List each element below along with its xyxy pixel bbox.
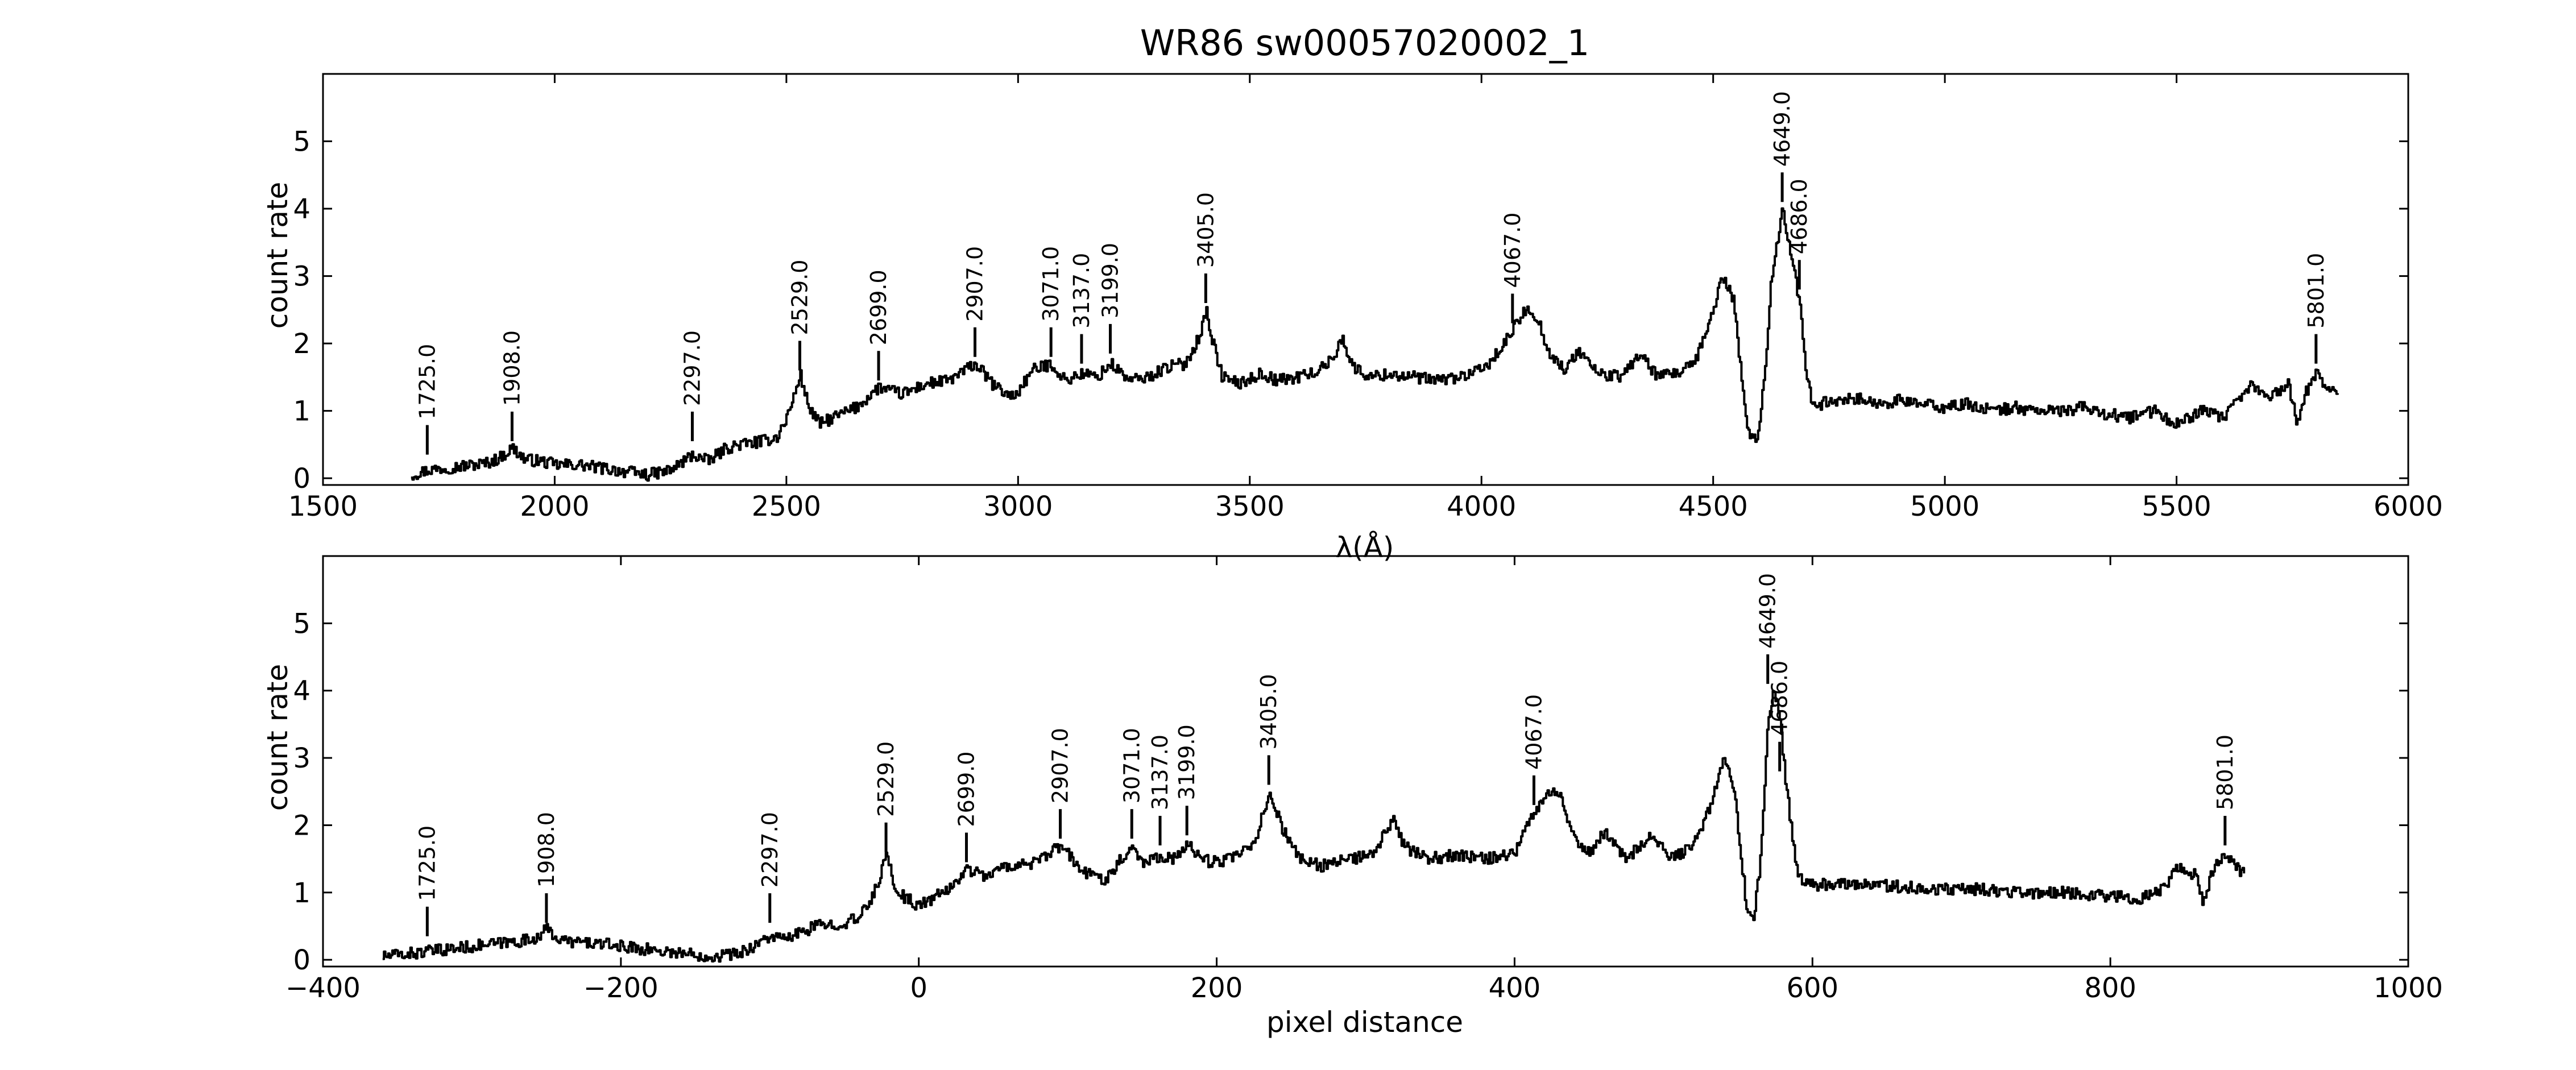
top-xtick-label: 5500 [2142, 491, 2211, 522]
bottom-xtick-label: 600 [1786, 972, 1838, 1004]
bottom-line-label: 4649.0 [1755, 573, 1780, 649]
top-xtick-label: 2500 [752, 491, 821, 522]
bottom-line-label: 1725.0 [415, 826, 440, 901]
bottom-spectrum-line [382, 690, 2246, 963]
bottom-line-label: 2529.0 [873, 741, 898, 817]
top-xtick-label: 5000 [1910, 491, 1979, 522]
top-ytick-label: 1 [293, 396, 310, 428]
top-xlabel: λ(Å) [1336, 531, 1394, 564]
top-ytick-label: 0 [293, 463, 310, 495]
bottom-xtick-label: 200 [1191, 972, 1243, 1004]
top-line-label: 4649.0 [1770, 91, 1795, 167]
top-spectrum-line [411, 207, 2339, 482]
bottom-ytick-label: 4 [293, 675, 310, 707]
top-ytick-label: 3 [293, 261, 310, 293]
top-panel: count rate λ(Å) 1500 2000 2500 3000 3500 4000… [261, 73, 2443, 564]
bottom-line-label: 3199.0 [1174, 724, 1199, 800]
bottom-xtick-label: 400 [1489, 972, 1541, 1004]
bottom-ytick-label: 2 [293, 810, 310, 841]
bottom-panel: count rate pixel distance −400 −200 0 200 40… [261, 555, 2443, 1039]
top-ytick-label: 5 [293, 126, 310, 158]
top-line-label: 2297.0 [680, 330, 705, 406]
top-xtick-label: 4500 [1679, 491, 1748, 522]
bottom-xlabel: pixel distance [1266, 1006, 1463, 1039]
bottom-line-label: 1908.0 [534, 812, 559, 887]
bottom-line-label: 4067.0 [1521, 694, 1546, 770]
bottom-ytick-label: 5 [293, 608, 310, 640]
bottom-line-label: 5801.0 [2213, 735, 2238, 810]
top-xtick-label: 4000 [1447, 491, 1516, 522]
top-xtick-label: 1500 [288, 491, 358, 522]
bottom-line-label: 2699.0 [954, 752, 979, 827]
bottom-ytick-label: 0 [293, 944, 310, 976]
chart-title: WR86 sw00057020002_1 [1140, 22, 1589, 64]
bottom-ytick-label: 3 [293, 743, 310, 774]
top-plot-frame [322, 73, 2409, 486]
top-xtick-label: 3000 [983, 491, 1053, 522]
bottom-line-label: 3071.0 [1119, 728, 1144, 803]
bottom-line-label: 4686.0 [1767, 661, 1792, 736]
bottom-xtick-label: −400 [285, 972, 361, 1004]
top-ylabel: count rate [261, 182, 294, 329]
bottom-line-label: 2297.0 [757, 812, 782, 887]
bottom-xtick-label: −200 [583, 972, 659, 1004]
bottom-xtick-label: 800 [2084, 972, 2136, 1004]
top-ytick-label: 4 [293, 193, 310, 225]
top-line-label: 4067.0 [1500, 213, 1525, 288]
top-line-label: 1725.0 [415, 344, 440, 420]
top-line-label: 3137.0 [1069, 253, 1094, 329]
top-xtick-label: 2000 [520, 491, 589, 522]
top-line-label: 3405.0 [1193, 192, 1218, 268]
top-line-label: 5801.0 [2304, 253, 2329, 329]
bottom-line-label: 3405.0 [1256, 674, 1281, 749]
bottom-line-label: 2907.0 [1048, 728, 1073, 803]
bottom-ytick-label: 1 [293, 877, 310, 909]
top-line-label: 2699.0 [866, 269, 891, 345]
top-line-label: 2907.0 [963, 246, 988, 322]
top-xtick-label: 6000 [2374, 491, 2443, 522]
top-ytick-label: 2 [293, 328, 310, 360]
top-xtick-label: 3500 [1215, 491, 1285, 522]
bottom-line-label: 3137.0 [1148, 735, 1173, 810]
top-line-label: 4686.0 [1787, 179, 1812, 254]
bottom-xtick-label: 1000 [2374, 972, 2443, 1004]
bottom-xtick-label: 0 [910, 972, 927, 1004]
bottom-ylabel: count rate [261, 664, 294, 811]
top-line-label: 1908.0 [499, 330, 524, 406]
top-line-label: 2529.0 [788, 260, 813, 335]
top-line-label: 3199.0 [1098, 243, 1123, 318]
bottom-plot-frame [322, 555, 2409, 968]
top-line-label: 3071.0 [1038, 246, 1063, 322]
